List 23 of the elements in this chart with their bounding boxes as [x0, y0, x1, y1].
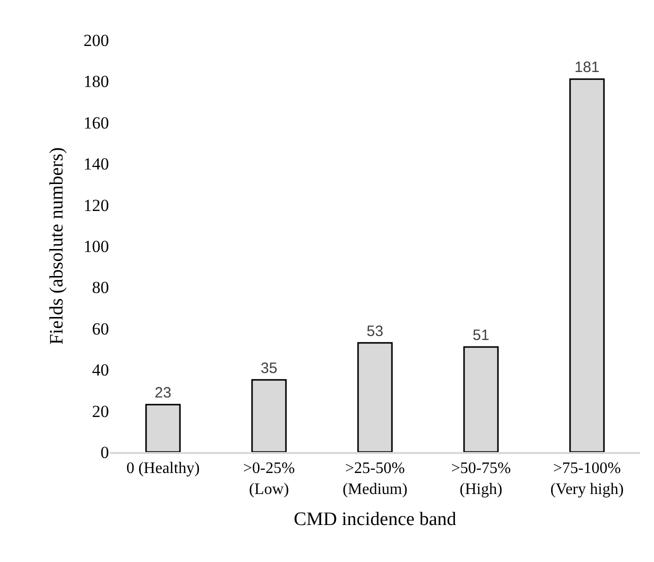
y-tick-label: 180 [84, 72, 109, 92]
y-tick-label: 100 [84, 236, 109, 256]
y-tick-label: 20 [92, 402, 109, 421]
data-label: 53 [366, 322, 384, 340]
y-axis-title: Fields (absolute numbers) [46, 147, 68, 345]
x-tick-label: >0-25% (Low) [243, 460, 295, 498]
data-label: 51 [472, 326, 490, 344]
data-label: 181 [574, 59, 600, 76]
x-tick-label: >50-75% (High) [451, 460, 511, 498]
data-label: 23 [154, 384, 172, 402]
x-tick-label: >25-50% (Medium) [342, 460, 408, 498]
y-tick-label: 60 [92, 319, 109, 338]
y-tick-label: 80 [92, 278, 109, 298]
y-tick-label: 120 [84, 196, 109, 215]
x-tick-label: >75-100% (Very high) [550, 460, 624, 498]
x-axis-title: CMD incidence band [294, 509, 457, 530]
y-tick-label: 160 [84, 113, 109, 132]
y-tick-label: 200 [84, 30, 109, 50]
x-tick-label: 0 (Healthy) [126, 460, 200, 477]
y-tick-label: 140 [84, 154, 109, 174]
y-tick-label: 40 [92, 360, 109, 380]
data-label: 35 [260, 360, 278, 377]
y-tick-label: 0 [100, 442, 109, 462]
